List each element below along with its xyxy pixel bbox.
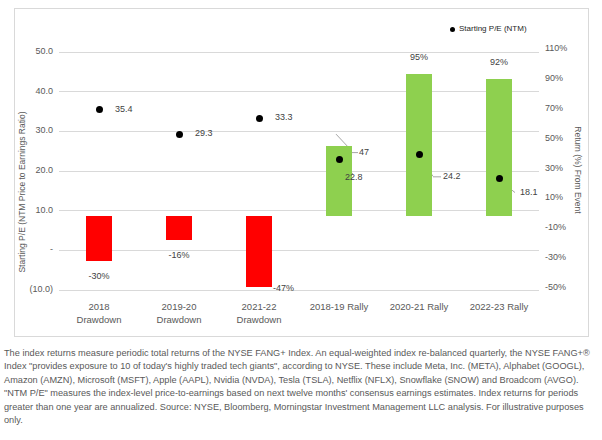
pe-value-label: 18.1 [520,187,538,198]
chart-page: 50.040.030.020.010.0-(10.0)110%90%70%50%… [0,0,602,440]
gridline [59,290,539,291]
gridline [59,210,539,211]
pe-dot-cat-3 [336,156,343,163]
right-axis-title: Return (%) From Event [573,126,583,213]
x-axis-label-cat-5: 2022-23 Rally [459,300,539,313]
gridline [59,250,539,251]
left-axis-tick: 50.0 [16,46,53,57]
pe-dot-cat-0 [96,106,103,113]
legend-dot-icon [450,27,455,32]
gridline [59,52,539,53]
rally-bar-cat-4 [406,74,432,216]
pe-dot-cat-1 [176,131,183,138]
gridline [59,91,539,92]
bar-value-label: -30% [69,271,129,282]
legend: Starting P/E (NTM) [450,23,527,35]
pe-dot-cat-5 [496,175,503,182]
bar-value-label: 47 [359,147,369,158]
right-axis-tick: 10% [545,192,563,203]
pe-dot-cat-2 [256,115,263,122]
right-axis-tick: 30% [545,163,563,174]
x-axis-label-cat-3: 2018-19 Rally [299,300,379,313]
pe-value-label: 35.4 [115,104,133,115]
x-axis-label-cat-2: 2021-22 Drawdown [219,300,299,326]
right-axis-tick: -30% [545,252,566,263]
drawdown-bar-cat-0 [86,216,112,261]
drawdown-bar-cat-2 [246,216,272,286]
right-axis-tick: 70% [545,103,563,114]
x-axis-label-cat-0: 2018 Drawdown [59,300,139,326]
gridline [59,171,539,172]
pe-value-label: 22.8 [345,172,363,183]
right-axis-tick: 90% [545,73,563,84]
pe-value-label: 33.3 [275,112,293,123]
pe-value-label: 24.2 [443,171,461,182]
pe-dot-cat-4 [416,151,423,158]
bar-value-label: -47% [273,283,294,294]
drawdown-bar-cat-1 [166,216,192,240]
x-axis-label-cat-4: 2020-21 Rally [379,300,459,313]
gridline [59,131,539,132]
bar-value-label: 95% [389,52,449,63]
left-axis-title: Starting P/E (NTM Price to Earnings Rati… [17,111,27,272]
rally-bar-cat-5 [486,79,512,216]
right-axis-tick: 50% [545,133,563,144]
pe-value-label: 29.3 [195,128,213,139]
x-axis-label-cat-1: 2019-20 Drawdown [139,300,219,326]
left-axis-tick: (10.0) [16,284,53,295]
right-axis-tick: 110% [545,43,567,54]
legend-label: Starting P/E (NTM) [459,23,527,35]
right-axis-tick: -10% [545,222,566,233]
right-axis-tick: -50% [545,282,566,293]
bar-value-label: -16% [149,250,209,261]
left-axis-tick: 40.0 [16,86,53,97]
bar-value-label: 92% [469,57,529,68]
footnote-text: The index returns measure periodic total… [4,347,599,427]
